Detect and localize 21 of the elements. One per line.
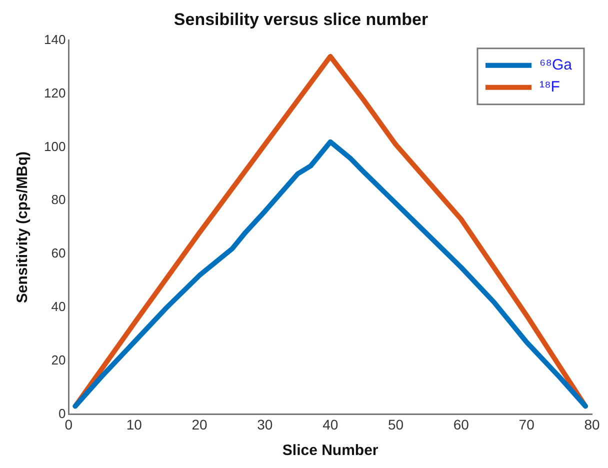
x-tick-label: 80 (584, 416, 600, 432)
x-tick-label: 30 (257, 416, 273, 432)
x-tick-label: 20 (192, 416, 208, 432)
x-tick-label: 40 (322, 416, 338, 432)
x-tick-label: 60 (453, 416, 470, 432)
legend-label: ¹⁸F (539, 78, 560, 96)
y-tick-label: 60 (51, 246, 66, 261)
x-tick-label: 50 (388, 416, 404, 432)
y-tick-label: 20 (51, 352, 66, 368)
y-tick-label: 140 (44, 32, 66, 47)
y-tick-label: 80 (51, 192, 66, 208)
y-tick-label: 100 (44, 138, 66, 154)
chart-title: Sensibility versus slice number (174, 10, 428, 29)
x-tick-label: 70 (518, 416, 535, 432)
legend-label: ⁶⁸Ga (539, 56, 573, 74)
y-axis-title: Sensitivity (cps/MBq) (14, 151, 32, 304)
y-tick-label: 0 (58, 406, 66, 421)
y-tick-label: 40 (51, 298, 66, 314)
y-tick-label: 120 (44, 85, 66, 100)
x-tick-label: 10 (126, 416, 142, 432)
x-axis-title: Slice Number (282, 442, 378, 460)
